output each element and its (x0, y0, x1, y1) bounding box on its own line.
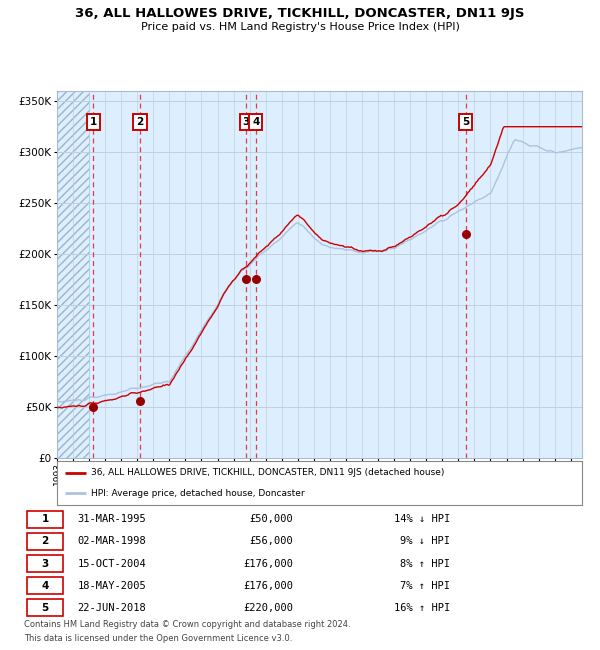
Text: Price paid vs. HM Land Registry's House Price Index (HPI): Price paid vs. HM Land Registry's House … (140, 22, 460, 32)
Text: £56,000: £56,000 (250, 536, 293, 547)
Text: 02-MAR-1998: 02-MAR-1998 (77, 536, 146, 547)
Text: 31-MAR-1995: 31-MAR-1995 (77, 514, 146, 525)
Text: 22-JUN-2018: 22-JUN-2018 (77, 603, 146, 613)
Text: 18-MAY-2005: 18-MAY-2005 (77, 580, 146, 591)
Text: £176,000: £176,000 (243, 558, 293, 569)
Text: Contains HM Land Registry data © Crown copyright and database right 2024.: Contains HM Land Registry data © Crown c… (24, 620, 350, 629)
Text: 5: 5 (41, 603, 49, 613)
Text: 5: 5 (462, 117, 470, 127)
Text: 36, ALL HALLOWES DRIVE, TICKHILL, DONCASTER, DN11 9JS (detached house): 36, ALL HALLOWES DRIVE, TICKHILL, DONCAS… (91, 468, 445, 477)
Bar (57, 91, 89, 458)
FancyBboxPatch shape (27, 577, 63, 594)
Text: £50,000: £50,000 (250, 514, 293, 525)
Text: 15-OCT-2004: 15-OCT-2004 (77, 558, 146, 569)
Text: This data is licensed under the Open Government Licence v3.0.: This data is licensed under the Open Gov… (24, 634, 292, 644)
Text: 14% ↓ HPI: 14% ↓ HPI (394, 514, 451, 525)
Text: 1: 1 (41, 514, 49, 525)
FancyBboxPatch shape (27, 555, 63, 572)
Text: 4: 4 (252, 117, 259, 127)
Bar (57, 91, 89, 458)
Text: 1: 1 (89, 117, 97, 127)
FancyBboxPatch shape (27, 511, 63, 528)
Text: 7% ↑ HPI: 7% ↑ HPI (400, 580, 451, 591)
FancyBboxPatch shape (27, 599, 63, 616)
Text: £220,000: £220,000 (243, 603, 293, 613)
Text: HPI: Average price, detached house, Doncaster: HPI: Average price, detached house, Donc… (91, 489, 305, 498)
Text: 4: 4 (41, 580, 49, 591)
Text: 36, ALL HALLOWES DRIVE, TICKHILL, DONCASTER, DN11 9JS: 36, ALL HALLOWES DRIVE, TICKHILL, DONCAS… (75, 6, 525, 20)
Text: 2: 2 (41, 536, 49, 547)
Text: 2: 2 (136, 117, 143, 127)
Text: 8% ↑ HPI: 8% ↑ HPI (400, 558, 451, 569)
Text: 3: 3 (41, 558, 49, 569)
Text: 3: 3 (242, 117, 250, 127)
FancyBboxPatch shape (27, 533, 63, 550)
Text: 16% ↑ HPI: 16% ↑ HPI (394, 603, 451, 613)
Text: 9% ↓ HPI: 9% ↓ HPI (400, 536, 451, 547)
Text: £176,000: £176,000 (243, 580, 293, 591)
